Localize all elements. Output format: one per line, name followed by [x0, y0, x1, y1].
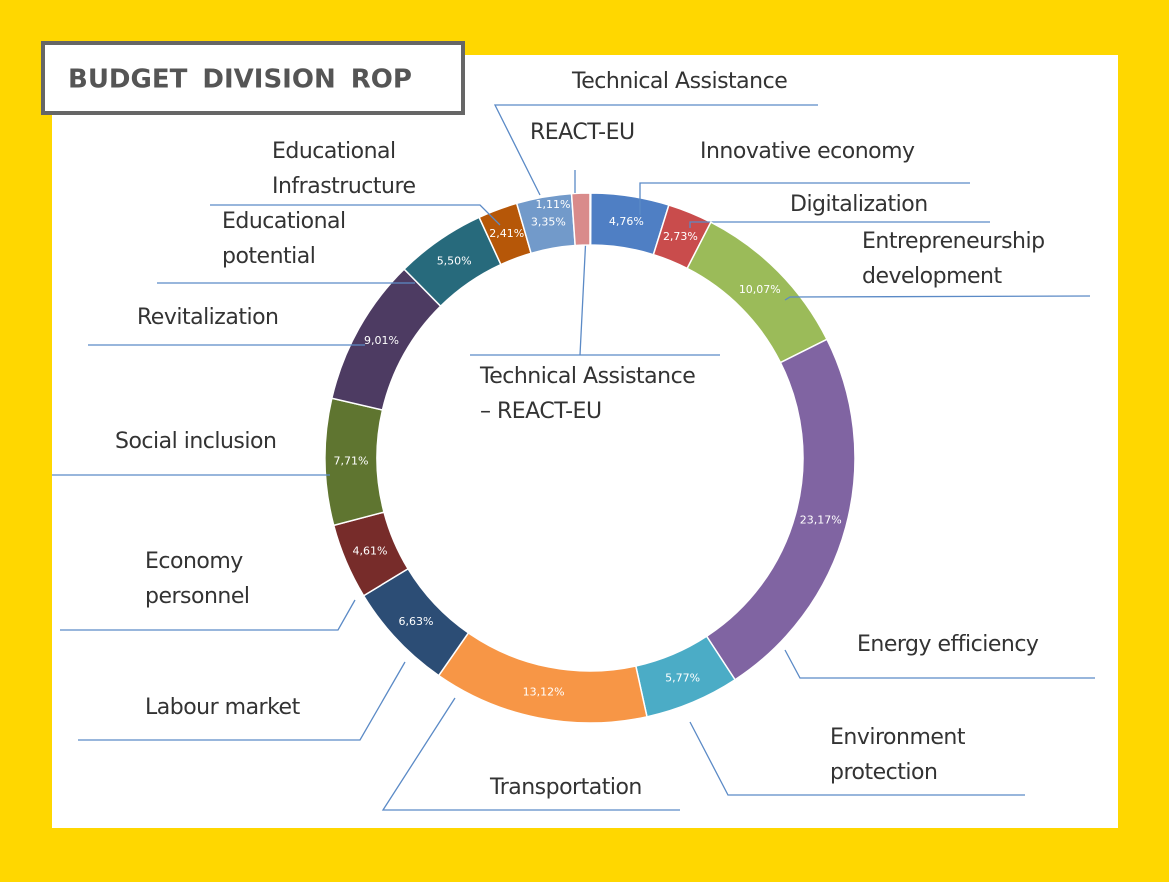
category-label: Entrepreneurship development — [862, 229, 1045, 289]
category-label-line: development — [862, 264, 1003, 289]
category-label: Educational potential — [222, 209, 346, 269]
leader-line — [78, 661, 406, 741]
leader-line — [639, 182, 970, 215]
value-label: 5,50% — [437, 254, 472, 267]
value-label: 1,11% — [536, 198, 571, 211]
category-label: Revitalization — [137, 305, 278, 330]
donut-segment — [570, 192, 591, 247]
category-label: Labour market — [145, 695, 301, 720]
category-label-line: Social inclusion — [115, 429, 276, 454]
category-label-line: Infrastructure — [272, 174, 416, 199]
category-label: Transportation — [489, 775, 642, 800]
category-label-line: Labour market — [145, 695, 301, 720]
leader-line — [470, 194, 720, 356]
category-label-line: Environment — [830, 725, 966, 750]
value-label: 4,76% — [609, 215, 644, 228]
category-label: Economy personnel — [145, 549, 250, 609]
chart-title: BUDGET DIVISION ROP — [68, 65, 412, 95]
value-label: 13,12% — [523, 685, 565, 698]
category-label-line: Technical Assistance — [479, 364, 695, 389]
category-label: Technical Assistance – REACT-EU — [479, 364, 695, 424]
value-label: 2,41% — [489, 227, 524, 240]
category-label: Technical Assistance — [571, 69, 787, 94]
category-label-line: personnel — [145, 584, 250, 609]
value-label: 7,71% — [334, 455, 369, 468]
leader-line — [210, 204, 501, 226]
category-label: Innovative economy — [700, 139, 915, 164]
leader-line — [493, 104, 818, 196]
category-label-line: Economy — [145, 549, 243, 574]
value-label: 23,17% — [800, 513, 842, 526]
category-label-line: Technical Assistance — [571, 69, 787, 94]
category-label-line: Educational — [272, 139, 396, 164]
value-label: 3,35% — [531, 216, 566, 229]
category-label-line: Energy efficiency — [857, 632, 1039, 657]
donut: 0,05%Technical Assistance– REACT-EU4,76%… — [52, 69, 1095, 811]
category-label: Educational Infrastructure — [272, 139, 416, 199]
title-box — [41, 41, 465, 115]
value-label: 2,73% — [663, 230, 698, 243]
value-label: 9,01% — [364, 334, 399, 347]
category-label-line: – REACT-EU — [480, 399, 602, 424]
category-label-line: Transportation — [489, 775, 642, 800]
value-label: 10,07% — [739, 283, 781, 296]
category-label-line: Entrepreneurship — [862, 229, 1045, 254]
category-label: Digitalization — [790, 192, 928, 217]
leader-line — [689, 721, 1025, 796]
category-label: REACT-EU — [530, 120, 635, 145]
category-label: Environment protection — [830, 725, 966, 785]
value-label: 5,77% — [665, 671, 700, 684]
category-label: Social inclusion — [115, 429, 276, 454]
leader-line — [60, 599, 356, 631]
category-label-line: Innovative economy — [700, 139, 915, 164]
leader-line — [689, 221, 990, 228]
value-label: 6,63% — [398, 615, 433, 628]
leader-line — [381, 697, 680, 811]
category-label-line: Revitalization — [137, 305, 278, 330]
category-label-line: Digitalization — [790, 192, 928, 217]
category-label-line: REACT-EU — [530, 120, 635, 145]
value-label: 4,61% — [353, 544, 388, 557]
leader-line — [784, 649, 1095, 679]
category-label-line: protection — [830, 760, 937, 785]
category-label-line: Educational — [222, 209, 346, 234]
leader-line — [784, 295, 1091, 301]
category-label-line: potential — [222, 244, 315, 269]
category-label: Energy efficiency — [857, 632, 1039, 657]
